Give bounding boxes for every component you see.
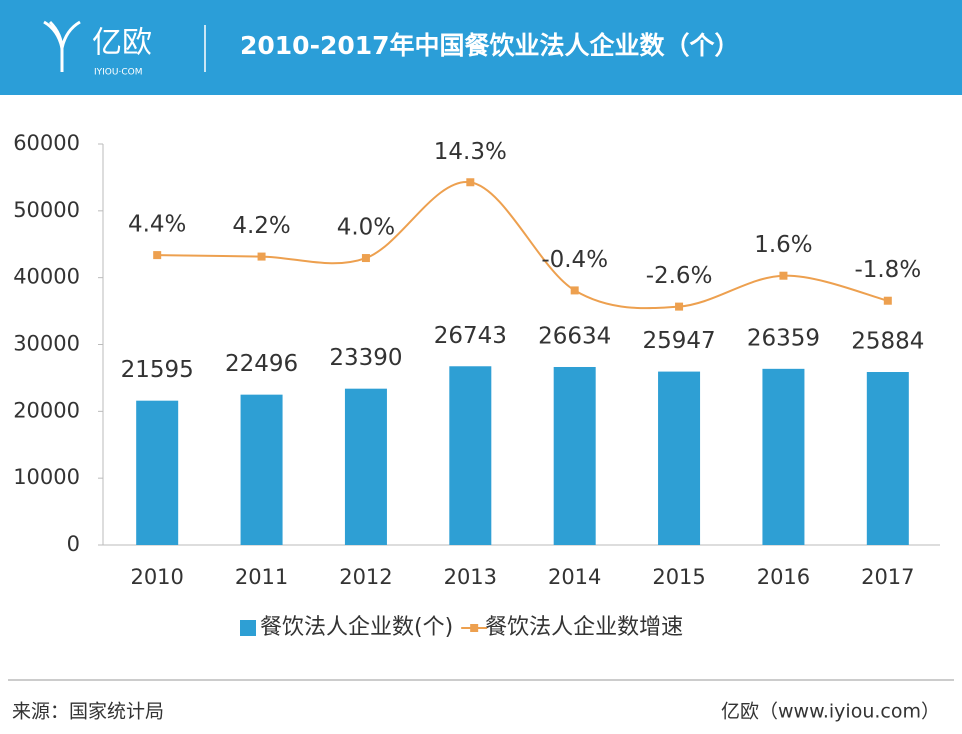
bar-value-label: 22496 <box>225 351 298 377</box>
bar-value-label: 26743 <box>434 323 507 349</box>
y-tick-label: 50000 <box>13 198 80 222</box>
bar-value-label: 25947 <box>642 328 715 354</box>
bar-value-label: 26359 <box>747 325 820 351</box>
line-marker <box>361 254 370 263</box>
legend-swatch <box>240 620 256 636</box>
bar <box>866 372 909 545</box>
header-band <box>0 0 962 95</box>
line-marker <box>153 251 162 260</box>
chart-title: 2010-2017年中国餐饮业法人企业数（个） <box>240 31 740 60</box>
x-tick-label: 2013 <box>444 565 497 589</box>
x-tick-label: 2012 <box>339 565 392 589</box>
bar <box>136 400 179 545</box>
bar <box>344 388 387 545</box>
line-value-label: -2.6% <box>646 263 713 289</box>
line-value-label: 4.0% <box>337 215 395 241</box>
bar-value-label: 25884 <box>851 329 924 355</box>
legend-label: 餐饮法人企业数(个) <box>260 615 453 640</box>
bar <box>658 371 701 545</box>
logo-subtext: IYIOU·COM <box>94 68 142 78</box>
line-marker <box>257 252 266 261</box>
line-marker <box>779 271 788 280</box>
x-tick-label: 2014 <box>548 565 601 589</box>
y-tick-label: 20000 <box>13 398 80 422</box>
bar-value-label: 21595 <box>121 357 194 383</box>
logo-mark <box>43 20 81 72</box>
y-tick-label: 0 <box>67 532 80 556</box>
legend-label: 餐饮法人企业数增速 <box>485 615 683 640</box>
source-note: 来源：国家统计局 <box>12 701 164 723</box>
bar-value-label: 23390 <box>329 345 402 371</box>
line-marker <box>570 286 579 295</box>
y-tick-label: 10000 <box>13 465 80 489</box>
bar-value-label: 26634 <box>538 323 611 349</box>
line-value-label: 4.4% <box>128 212 186 238</box>
site-note: 亿欧（www.iyiou.com） <box>721 701 940 723</box>
x-tick-label: 2010 <box>130 565 183 589</box>
line <box>157 181 889 310</box>
y-tick-label: 40000 <box>13 265 80 289</box>
y-tick-label: 30000 <box>13 332 80 356</box>
y-tick-label: 60000 <box>13 131 80 155</box>
line-value-label: 4.2% <box>232 213 290 239</box>
legend-swatch-marker <box>470 624 479 632</box>
x-tick-label: 2016 <box>757 565 810 589</box>
x-tick-label: 2017 <box>861 565 914 589</box>
bar <box>762 368 805 545</box>
line-marker <box>675 302 684 311</box>
line-value-label: -1.8% <box>854 257 921 283</box>
x-tick-label: 2015 <box>652 565 705 589</box>
bar <box>553 366 596 545</box>
bar <box>449 366 492 545</box>
line-value-label: 14.3% <box>434 139 507 165</box>
x-tick-label: 2011 <box>235 565 288 589</box>
logo-text: 亿欧 <box>92 26 152 61</box>
line-value-label: 1.6% <box>754 232 812 258</box>
line-marker <box>466 178 475 187</box>
line-marker <box>883 296 892 305</box>
line-value-label: -0.4% <box>541 247 608 273</box>
bar <box>240 394 283 545</box>
